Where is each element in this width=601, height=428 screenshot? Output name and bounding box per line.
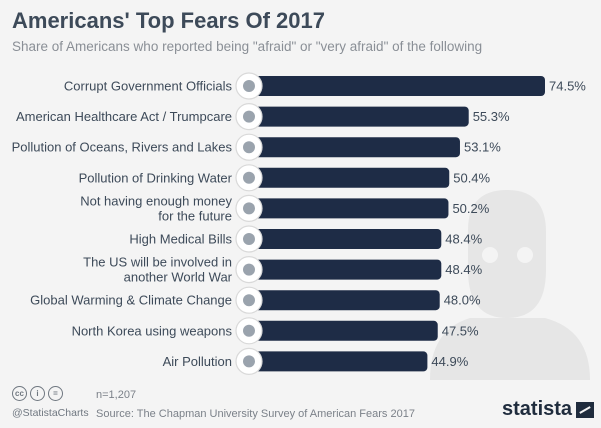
bar-chart: Corrupt Government Officials 74.5% America…	[12, 72, 590, 380]
category-label: American Healthcare Act / Trumpcare	[16, 109, 232, 124]
value-label: 48.0%	[444, 293, 481, 308]
icon-glyph	[243, 171, 255, 184]
value-label: 48.4%	[445, 262, 482, 277]
category-label: The US will be involved in another World …	[83, 255, 233, 285]
value-label: 50.2%	[452, 201, 489, 216]
icon-glyph	[243, 355, 255, 368]
chart-title: Americans' Top Fears Of 2017	[12, 8, 325, 33]
bar	[249, 290, 440, 311]
bar	[249, 351, 428, 372]
icon-glyph	[243, 202, 255, 215]
value-label: 74.5%	[549, 79, 586, 94]
bar	[249, 259, 442, 280]
bar	[249, 167, 450, 188]
bar	[249, 137, 460, 158]
category-label: Pollution of Drinking Water	[79, 170, 233, 185]
icon-glyph	[243, 80, 255, 92]
icon-glyph	[243, 141, 255, 154]
icon-glyph	[243, 324, 255, 337]
category-label: North Korea using weapons	[72, 323, 233, 338]
category-label: Global Warming & Climate Change	[30, 293, 232, 308]
social-handle: @StatistaCharts	[12, 407, 89, 419]
bar	[249, 229, 442, 249]
sample-size-note: n=1,207	[96, 389, 137, 401]
value-label: 50.4%	[453, 170, 490, 185]
creative-commons-icon: cc	[12, 386, 27, 401]
icon-glyph	[243, 233, 255, 245]
bar	[249, 198, 449, 219]
bar	[249, 106, 469, 127]
source-note: Source: The Chapman University Survey of…	[96, 408, 415, 420]
category-label: Corrupt Government Officials	[64, 79, 233, 94]
value-label: 44.9%	[431, 354, 468, 369]
category-label: Air Pollution	[163, 354, 232, 369]
category-label: Not having enough money for the future	[80, 193, 232, 223]
attribution-icon: i	[30, 386, 45, 401]
value-label: 53.1%	[464, 140, 501, 155]
category-label: Pollution of Oceans, Rivers and Lakes	[12, 140, 233, 155]
no-derivatives-icon: =	[48, 386, 63, 401]
value-label: 47.5%	[442, 323, 479, 338]
bar	[249, 76, 545, 96]
value-label: 55.3%	[473, 109, 510, 124]
category-label: High Medical Bills	[129, 232, 232, 247]
statista-logo-icon	[576, 401, 595, 418]
value-label: 48.4%	[445, 232, 482, 247]
icon-glyph	[243, 263, 255, 276]
icon-glyph	[243, 110, 255, 123]
icon-glyph	[243, 294, 255, 307]
brand-text: statista	[502, 398, 573, 420]
person-silhouette-background	[430, 190, 590, 380]
license-icons: cc i =	[12, 386, 63, 401]
statista-logo[interactable]: statista	[502, 398, 595, 421]
bar	[249, 320, 438, 341]
chart-subtitle: Share of Americans who reported being "a…	[12, 39, 483, 54]
